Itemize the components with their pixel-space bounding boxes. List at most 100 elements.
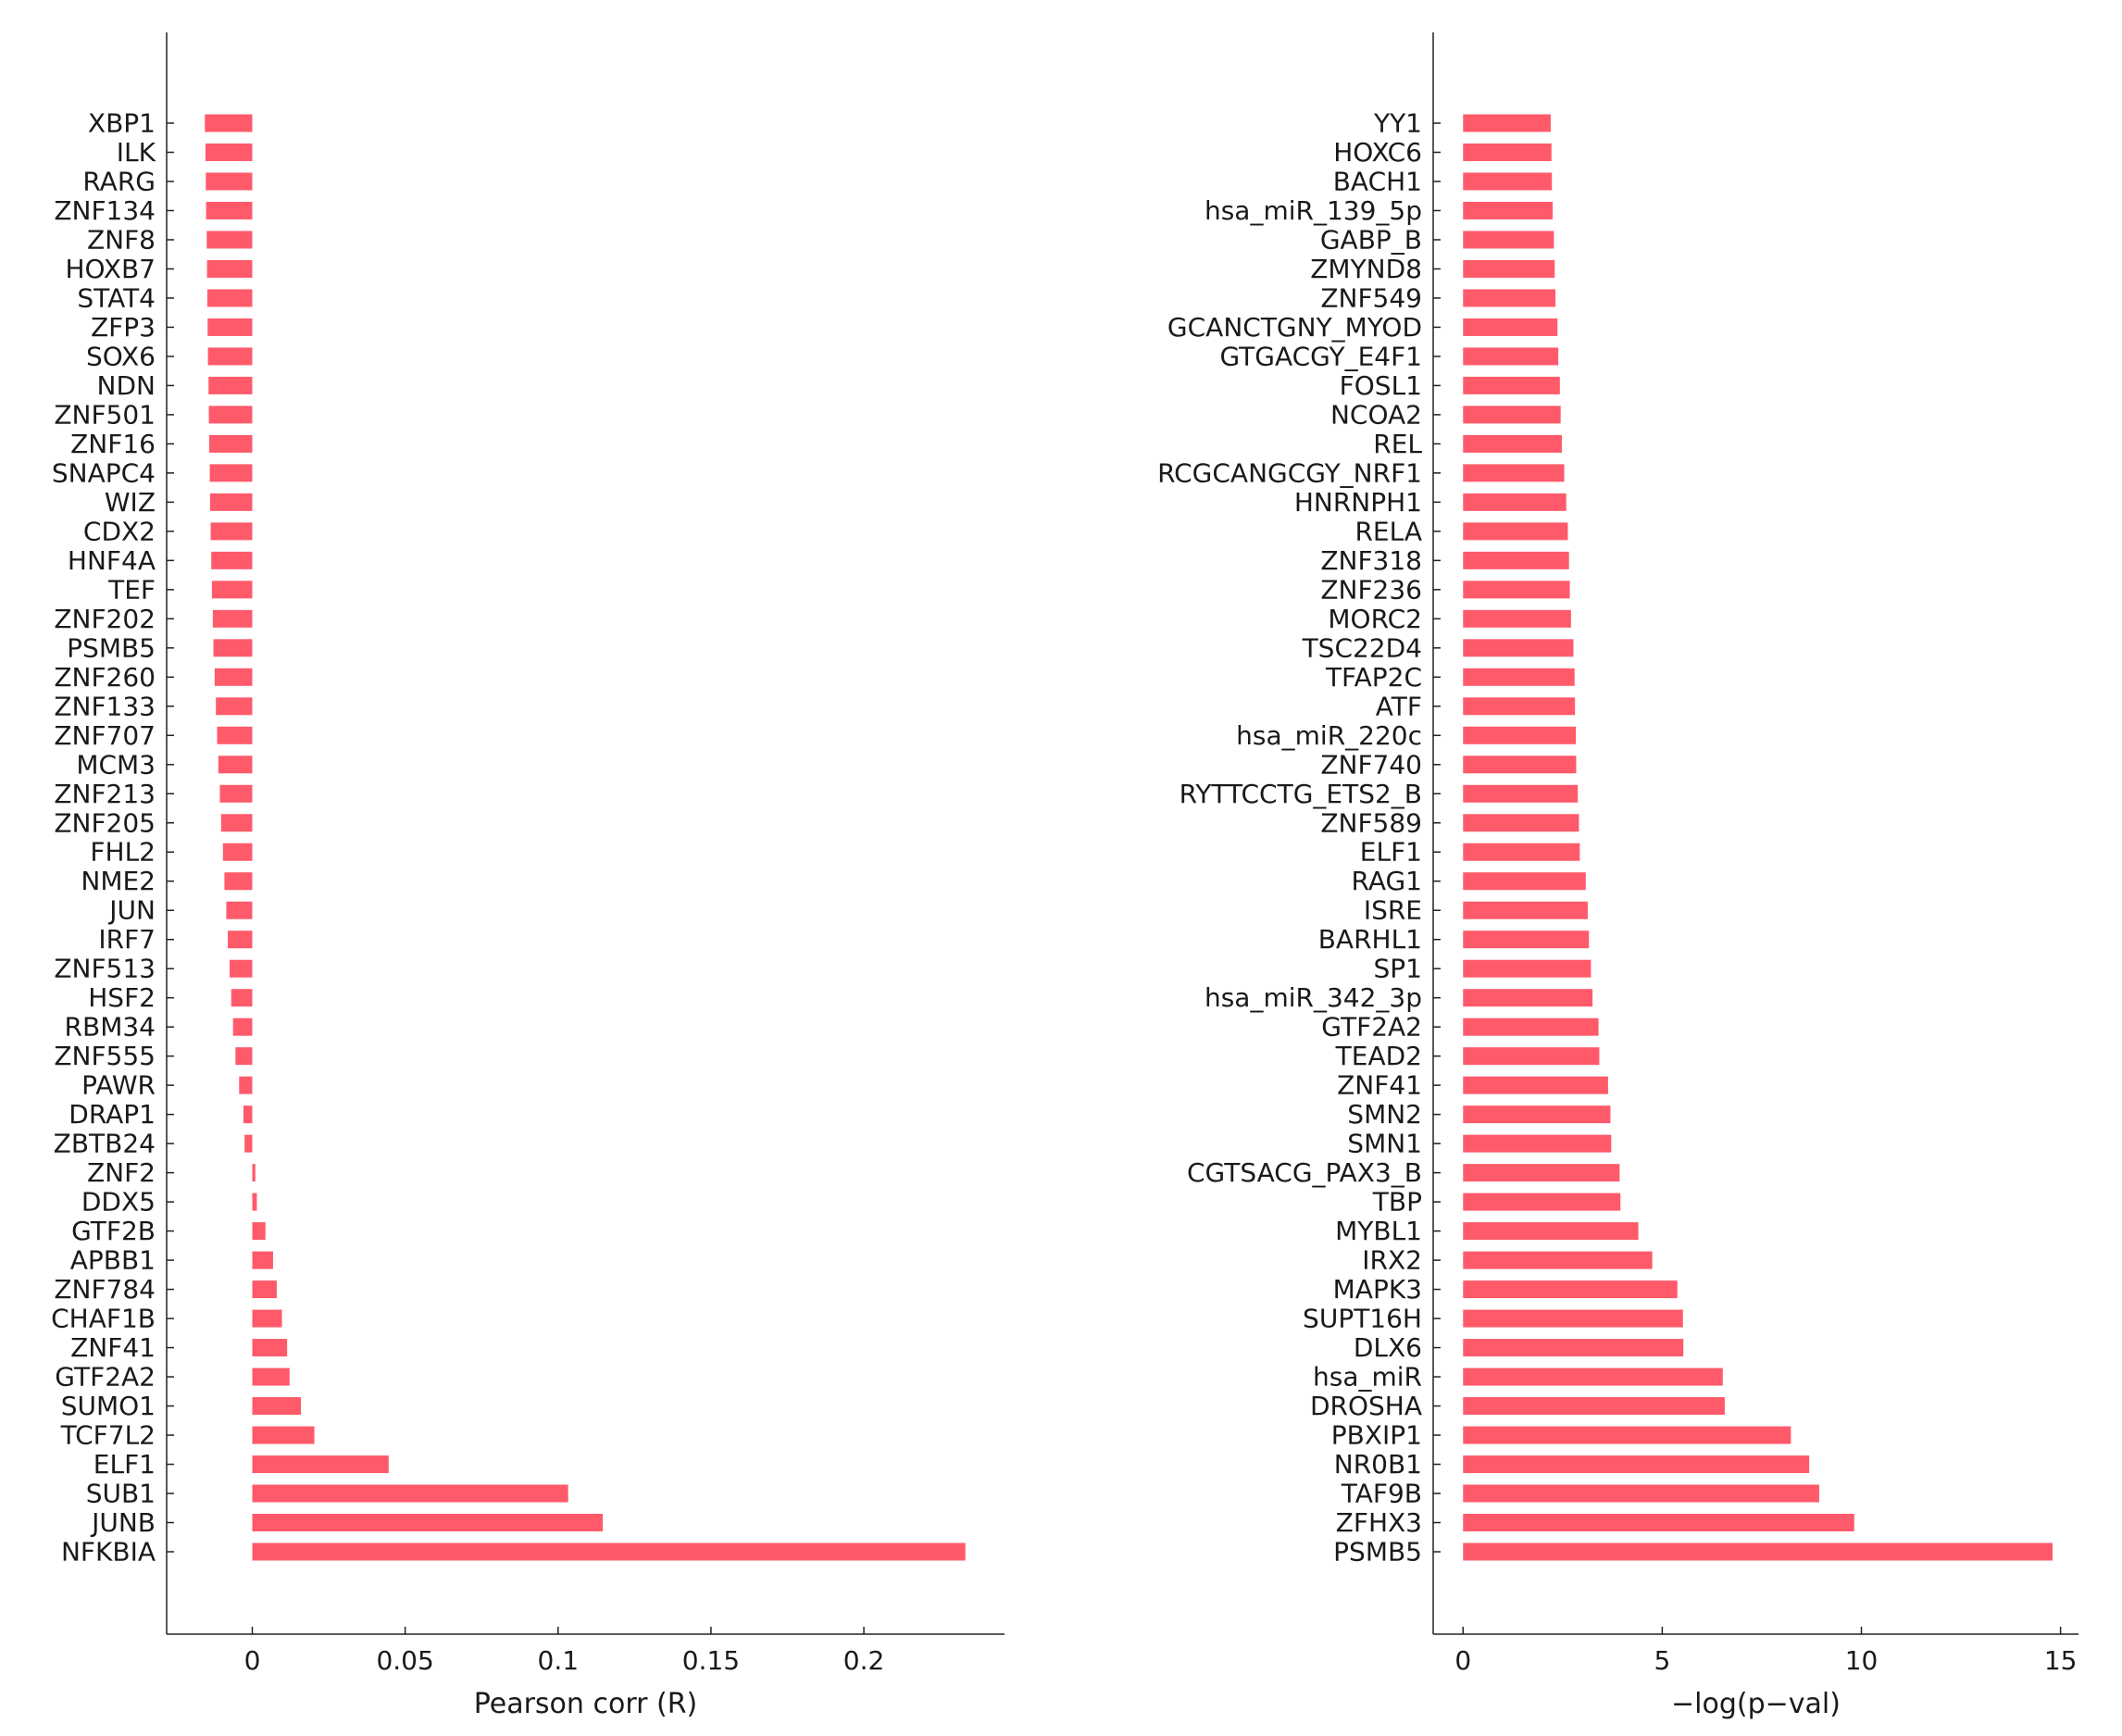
bar bbox=[232, 1018, 253, 1036]
bar bbox=[1463, 1018, 1599, 1036]
category-label: BARHL1 bbox=[1318, 924, 1422, 955]
x-axis-title: −log(p−val) bbox=[1671, 1688, 1841, 1720]
category-label: FHL2 bbox=[90, 837, 156, 868]
category-label: TCF7L2 bbox=[60, 1420, 156, 1451]
bar bbox=[1463, 1280, 1678, 1299]
category-label: SMN2 bbox=[1347, 1099, 1422, 1130]
category-label: FOSL1 bbox=[1340, 370, 1422, 401]
category-label: XBP1 bbox=[88, 108, 156, 139]
bar bbox=[1463, 1164, 1620, 1182]
category-label: RBM34 bbox=[65, 1012, 156, 1043]
category-label: ZNF41 bbox=[70, 1332, 156, 1363]
bar bbox=[252, 1542, 966, 1561]
category-label: ZNF318 bbox=[1320, 545, 1422, 576]
bar bbox=[1463, 318, 1558, 336]
bar bbox=[1463, 843, 1580, 861]
x-tick-label: 15 bbox=[2044, 1645, 2078, 1676]
category-label: RAG1 bbox=[1352, 866, 1423, 896]
category-label: JUN bbox=[107, 895, 156, 926]
category-label: RELA bbox=[1354, 516, 1422, 546]
bar bbox=[252, 1368, 290, 1386]
bar bbox=[1463, 493, 1567, 511]
category-label: TBP bbox=[1372, 1187, 1422, 1218]
category-label: ZNF16 bbox=[70, 429, 156, 459]
bar bbox=[214, 668, 253, 686]
bar bbox=[252, 1164, 256, 1182]
bar bbox=[252, 1280, 277, 1299]
bar bbox=[208, 406, 253, 424]
category-label: MYBL1 bbox=[1335, 1216, 1422, 1246]
category-label: TAF9B bbox=[1341, 1479, 1422, 1509]
category-label: PBXIP1 bbox=[1331, 1420, 1422, 1451]
bar bbox=[208, 376, 253, 394]
category-label: NR0B1 bbox=[1334, 1449, 1422, 1480]
bar bbox=[1463, 376, 1560, 394]
category-label: IRF7 bbox=[98, 924, 156, 955]
bar bbox=[1463, 609, 1571, 628]
category-label: DROSHA bbox=[1310, 1391, 1422, 1421]
bar bbox=[205, 114, 253, 132]
category-label: SOX6 bbox=[86, 341, 156, 371]
bar bbox=[220, 814, 253, 832]
bar bbox=[1463, 668, 1575, 686]
bar bbox=[230, 959, 253, 978]
category-label: BACH1 bbox=[1333, 166, 1422, 196]
bar bbox=[226, 901, 253, 919]
category-label: TSC22D4 bbox=[1302, 632, 1422, 663]
category-label: ZNF260 bbox=[54, 662, 156, 693]
bar bbox=[206, 259, 253, 278]
bar bbox=[211, 581, 253, 599]
category-label: HOXC6 bbox=[1333, 137, 1422, 168]
category-label: hsa_miR_220c bbox=[1236, 720, 1422, 751]
category-label: CDX2 bbox=[83, 516, 156, 546]
category-label: ZNF784 bbox=[54, 1274, 156, 1305]
bar bbox=[217, 726, 253, 744]
bar bbox=[252, 1455, 389, 1474]
bar bbox=[207, 347, 253, 366]
bar bbox=[1463, 406, 1561, 424]
category-label: MCM3 bbox=[76, 749, 156, 780]
category-label: HNF4A bbox=[68, 545, 156, 576]
category-label: SMN1 bbox=[1347, 1129, 1422, 1159]
bar bbox=[1463, 959, 1592, 978]
category-label: RARG bbox=[82, 166, 156, 196]
x-tick-label: 0.1 bbox=[538, 1645, 580, 1676]
bar bbox=[209, 464, 253, 482]
bar bbox=[1463, 756, 1577, 774]
bar bbox=[252, 1397, 301, 1416]
x-tick-label: 10 bbox=[1845, 1645, 1879, 1676]
category-label: hsa_miR_342_3p bbox=[1205, 982, 1422, 1013]
bar bbox=[1463, 1076, 1608, 1094]
bar bbox=[235, 1047, 253, 1066]
category-label: ELF1 bbox=[94, 1449, 156, 1480]
bar bbox=[1463, 1514, 1854, 1532]
category-label: ZNF8 bbox=[87, 224, 156, 255]
bar bbox=[212, 609, 253, 628]
category-label: PSMB5 bbox=[67, 632, 156, 663]
bar bbox=[1463, 1309, 1683, 1328]
category-label: YY1 bbox=[1373, 108, 1422, 139]
bar bbox=[216, 697, 253, 716]
bar bbox=[1463, 114, 1551, 132]
category-label: NCOA2 bbox=[1330, 399, 1422, 430]
bar bbox=[1463, 1251, 1653, 1269]
category-label: ISRE bbox=[1364, 895, 1422, 926]
bar bbox=[1463, 1134, 1612, 1153]
bar bbox=[252, 1309, 282, 1328]
category-label: hsa_miR_139_5p bbox=[1205, 195, 1422, 226]
bar bbox=[1463, 1484, 1819, 1503]
bar bbox=[206, 231, 253, 249]
bar bbox=[1463, 726, 1577, 744]
bar bbox=[1463, 347, 1559, 366]
bar bbox=[252, 1484, 568, 1503]
category-label: SUB1 bbox=[86, 1479, 156, 1509]
bar bbox=[1463, 1193, 1621, 1211]
bar bbox=[231, 989, 253, 1007]
category-label: ZFHX3 bbox=[1336, 1507, 1422, 1538]
category-label: ZNF501 bbox=[54, 399, 156, 430]
bar bbox=[1463, 639, 1574, 657]
category-label: MORC2 bbox=[1328, 604, 1422, 634]
category-label: SUMO1 bbox=[61, 1391, 156, 1421]
x-tick-label: 0.05 bbox=[376, 1645, 433, 1676]
